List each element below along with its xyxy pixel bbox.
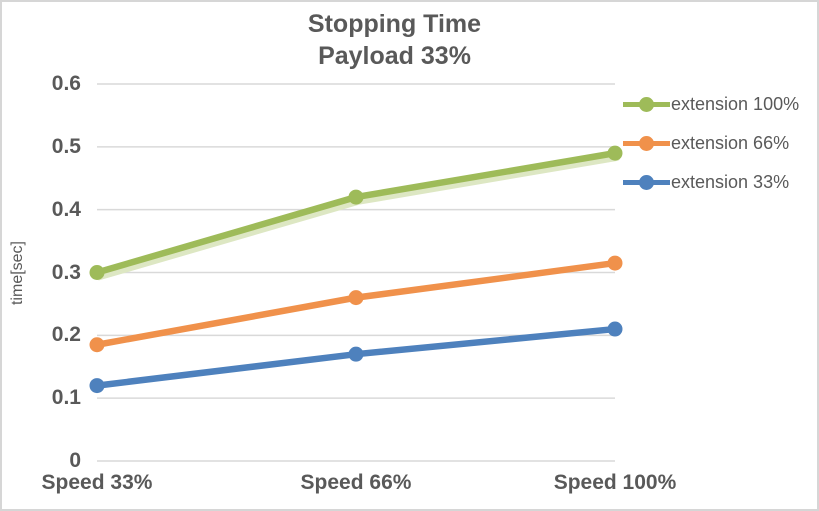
y-axis-tick-label: 0.4 [51, 197, 81, 221]
legend-item: extension 33% [623, 163, 799, 202]
legend-item: extension 66% [623, 124, 799, 163]
data-point-marker [89, 337, 105, 353]
y-axis-tick-label: 0.3 [51, 260, 81, 284]
legend-marker-icon [623, 97, 670, 112]
legend-item: extension 100% [623, 85, 799, 124]
data-point-marker [607, 321, 623, 337]
chart-title-line1: Stopping Time [307, 10, 482, 38]
chart-title-line2: Payload 33% [318, 42, 471, 70]
y-axis-tick-label: 0 [69, 449, 81, 472]
x-axis-tick-label: Speed 100% [553, 471, 677, 494]
series-line-shadow [95, 154, 621, 281]
x-axis-tick-label: Speed 33% [41, 471, 153, 494]
y-axis-tick-label: 0.6 [51, 72, 81, 95]
data-point-marker [89, 265, 105, 280]
legend: extension 100% extension 66% extension 33% [623, 85, 799, 202]
legend-label: extension 33% [671, 172, 790, 192]
chart-title: Stopping Time Payload 33% [2, 8, 787, 72]
y-axis-tick-label: 0.1 [51, 386, 81, 410]
y-axis-tick-label: 0.5 [51, 134, 81, 158]
y-axis-tick-label: 0.2 [51, 323, 81, 347]
data-point-marker [348, 346, 364, 362]
x-axis-tick-labels: Speed 33% Speed 66% Speed 100% [2, 467, 817, 499]
data-point-marker [89, 378, 105, 394]
legend-label: extension 66% [671, 133, 790, 153]
data-point-marker [348, 189, 364, 205]
legend-label: extension 100% [671, 94, 800, 114]
data-point-marker [348, 290, 364, 306]
y-axis-tick-labels: 0 0.1 0.2 0.3 0.4 0.5 0.6 [2, 2, 81, 509]
data-point-marker [607, 255, 623, 271]
data-point-marker [607, 145, 623, 161]
legend-marker-icon [623, 136, 670, 151]
legend-marker-icon [623, 175, 670, 190]
x-axis-tick-label: Speed 66% [300, 471, 412, 494]
